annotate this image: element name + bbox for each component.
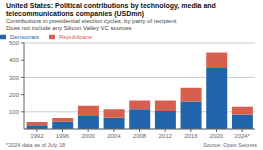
svg-text:300: 300 — [9, 75, 20, 81]
svg-text:400: 400 — [9, 57, 20, 63]
svg-text:2008: 2008 — [133, 133, 147, 139]
html-text:*2024 data as of July 18: *2024 data as of July 18 — [6, 142, 65, 148]
html-text:Source: Open Secrets: Source: Open Secrets — [202, 142, 257, 148]
svg-text:100: 100 — [9, 109, 20, 115]
svg-text:2016: 2016 — [184, 133, 198, 139]
svg-text:1996: 1996 — [56, 133, 70, 139]
svg-text:200: 200 — [9, 92, 20, 98]
svg-text:500: 500 — [9, 40, 20, 46]
html-text:Republicans: Republicans — [59, 34, 92, 40]
svg-text:2000: 2000 — [81, 133, 95, 139]
html-text:United States: Political contr: United States: Political contributions b… — [6, 2, 216, 17]
html-text:Does not include any Silicon V: Does not include any Silicon Valley VC s… — [6, 25, 132, 31]
svg-text:1992: 1992 — [30, 133, 44, 139]
svg-text:2020: 2020 — [210, 133, 224, 139]
svg-text:2024*: 2024* — [234, 133, 250, 139]
svg-text:2012: 2012 — [158, 133, 172, 139]
html-text:Contributions in presidential: Contributions in presidential election c… — [6, 18, 177, 24]
html-text:Democrats: Democrats — [10, 34, 39, 40]
svg-text:2004: 2004 — [107, 133, 121, 139]
